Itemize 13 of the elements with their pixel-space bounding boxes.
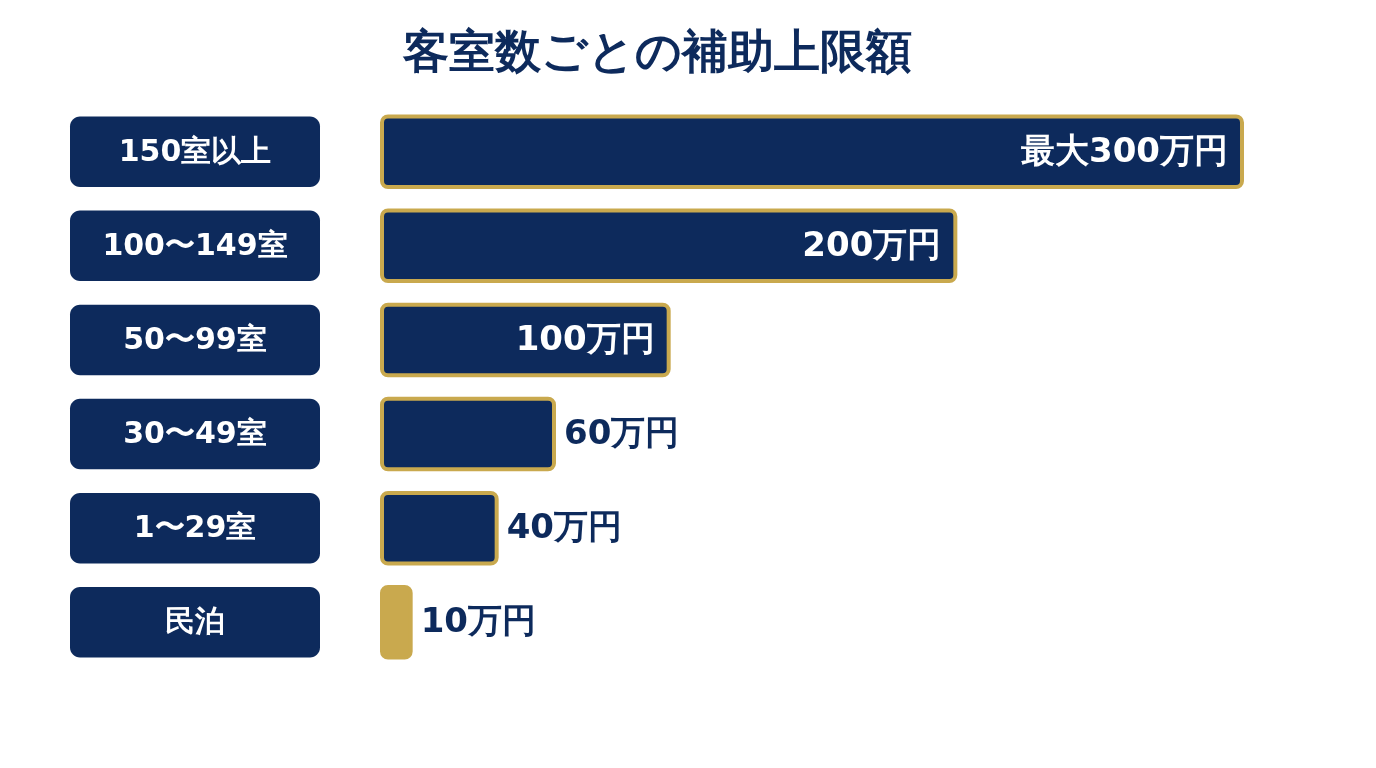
- data-label: 10万円: [420, 600, 536, 641]
- data-label: 40万円: [506, 506, 622, 547]
- data-label: 200万円: [802, 223, 942, 264]
- y-tick-label: 150室以上: [118, 132, 272, 168]
- y-tick-label: 50〜99室: [123, 320, 267, 356]
- data-label: 最大300万円: [1021, 129, 1228, 170]
- y-tick-label: 30〜49室: [123, 415, 267, 451]
- y-tick-label: 民泊: [165, 603, 225, 639]
- y-tick-label: 100〜149室: [102, 226, 288, 262]
- chart-title: 客室数ごとの補助上限額: [401, 24, 912, 78]
- data-label: 60万円: [564, 412, 680, 453]
- y-tick-label: 1〜29室: [133, 509, 257, 545]
- data-label: 100万円: [515, 317, 655, 358]
